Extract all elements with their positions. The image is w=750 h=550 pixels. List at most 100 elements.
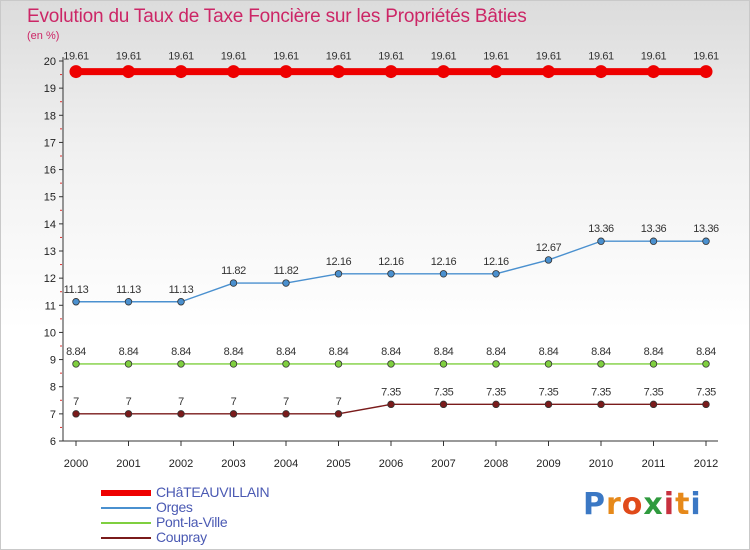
y-tick-label: 7 <box>50 409 56 421</box>
x-tick-label: 2003 <box>221 458 245 470</box>
data-label: 8.84 <box>644 346 664 358</box>
x-tick-label: 2012 <box>694 458 718 470</box>
data-label: 19.61 <box>63 51 89 63</box>
x-tick-label: 2001 <box>116 458 140 470</box>
data-point <box>227 65 240 79</box>
data-label: 11.13 <box>64 284 89 296</box>
y-tick-label: 11 <box>45 300 56 312</box>
data-label: 12.16 <box>378 256 404 268</box>
data-label: 7 <box>178 396 184 408</box>
data-point <box>229 410 238 418</box>
data-label: 11.13 <box>116 284 141 296</box>
data-point <box>69 65 83 79</box>
data-label: 7.35 <box>486 386 506 398</box>
x-tick-label: 2010 <box>589 458 613 470</box>
data-label: 8.84 <box>539 346 559 358</box>
data-point <box>72 410 80 418</box>
data-point <box>597 360 605 368</box>
data-point <box>124 360 133 368</box>
data-label: 7.35 <box>539 386 559 398</box>
data-label: 8.84 <box>591 346 611 358</box>
data-point <box>279 65 293 79</box>
data-label: 19.61 <box>168 51 194 63</box>
y-tick-label: 17 <box>44 137 56 149</box>
data-label: 8.84 <box>171 346 191 358</box>
data-point <box>542 65 555 79</box>
data-label: 19.61 <box>536 51 562 63</box>
y-tick-label: 10 <box>44 327 56 339</box>
data-point <box>544 360 553 368</box>
data-label: 7.35 <box>696 386 716 398</box>
data-label: 8.84 <box>119 346 139 358</box>
data-label: 7.35 <box>381 386 401 398</box>
data-label: 13.36 <box>588 223 614 235</box>
data-label: 7 <box>283 396 289 408</box>
data-point <box>72 360 80 368</box>
x-tick-label: 2005 <box>326 458 350 470</box>
legend-label: Pont-la-Ville <box>156 514 228 530</box>
data-label: 8.84 <box>329 346 349 358</box>
legend-swatch <box>101 490 151 496</box>
x-tick-label: 2004 <box>274 458 298 470</box>
data-point <box>174 65 188 79</box>
data-point <box>544 256 553 264</box>
logo-letter: P <box>583 487 606 522</box>
data-label: 19.61 <box>378 51 404 63</box>
data-label: 7.35 <box>591 386 611 398</box>
data-point <box>387 400 395 409</box>
data-point <box>384 65 398 79</box>
data-point <box>702 237 710 245</box>
x-tick-label: 2002 <box>169 458 193 470</box>
data-label: 8.84 <box>434 346 454 358</box>
y-tick-label: 18 <box>44 110 56 122</box>
y-tick-label: 14 <box>44 219 56 231</box>
y-tick-label: 20 <box>44 56 56 68</box>
data-point <box>177 410 185 418</box>
logo-letter: i <box>690 487 702 522</box>
data-point <box>649 360 658 368</box>
data-point <box>699 65 713 79</box>
x-tick-label: 2007 <box>431 458 455 470</box>
data-point <box>492 400 500 409</box>
x-tick-label: 2008 <box>484 458 508 470</box>
legend-swatch <box>101 537 151 539</box>
data-label: 13.36 <box>641 223 667 235</box>
data-label: 12.67 <box>536 242 562 254</box>
data-point <box>122 65 135 79</box>
y-tick-label: 16 <box>44 165 56 177</box>
data-point <box>439 400 448 409</box>
y-tick-label: 15 <box>44 192 56 204</box>
x-tick-label: 2011 <box>642 458 666 470</box>
data-point <box>597 400 605 409</box>
data-point <box>544 400 553 409</box>
data-label: 8.84 <box>486 346 506 358</box>
y-tick-label: 8 <box>50 382 56 394</box>
data-point <box>334 270 343 278</box>
data-label: 19.61 <box>221 51 247 63</box>
data-point <box>282 360 290 368</box>
logo-letter: r <box>606 487 622 522</box>
data-point <box>702 360 710 368</box>
data-label: 19.61 <box>588 51 614 63</box>
data-point <box>702 400 710 409</box>
legend-swatch <box>101 522 151 524</box>
data-label: 8.84 <box>224 346 244 358</box>
data-point <box>124 410 133 418</box>
data-label: 19.61 <box>431 51 457 63</box>
y-tick-label: 9 <box>50 355 56 367</box>
data-label: 7 <box>231 396 237 408</box>
data-point <box>334 410 343 418</box>
data-label: 19.61 <box>273 51 299 63</box>
data-label: 8.84 <box>276 346 296 358</box>
chart-title: Evolution du Taux de Taxe Foncière sur l… <box>27 6 527 27</box>
data-point <box>597 237 605 245</box>
data-label: 11.82 <box>274 265 299 277</box>
data-label: 8.84 <box>381 346 401 358</box>
data-label: 12.16 <box>431 256 457 268</box>
data-label: 19.61 <box>641 51 667 63</box>
data-label: 12.16 <box>483 256 509 268</box>
data-point <box>387 270 395 278</box>
data-point <box>437 65 450 79</box>
data-label: 7 <box>126 396 132 408</box>
